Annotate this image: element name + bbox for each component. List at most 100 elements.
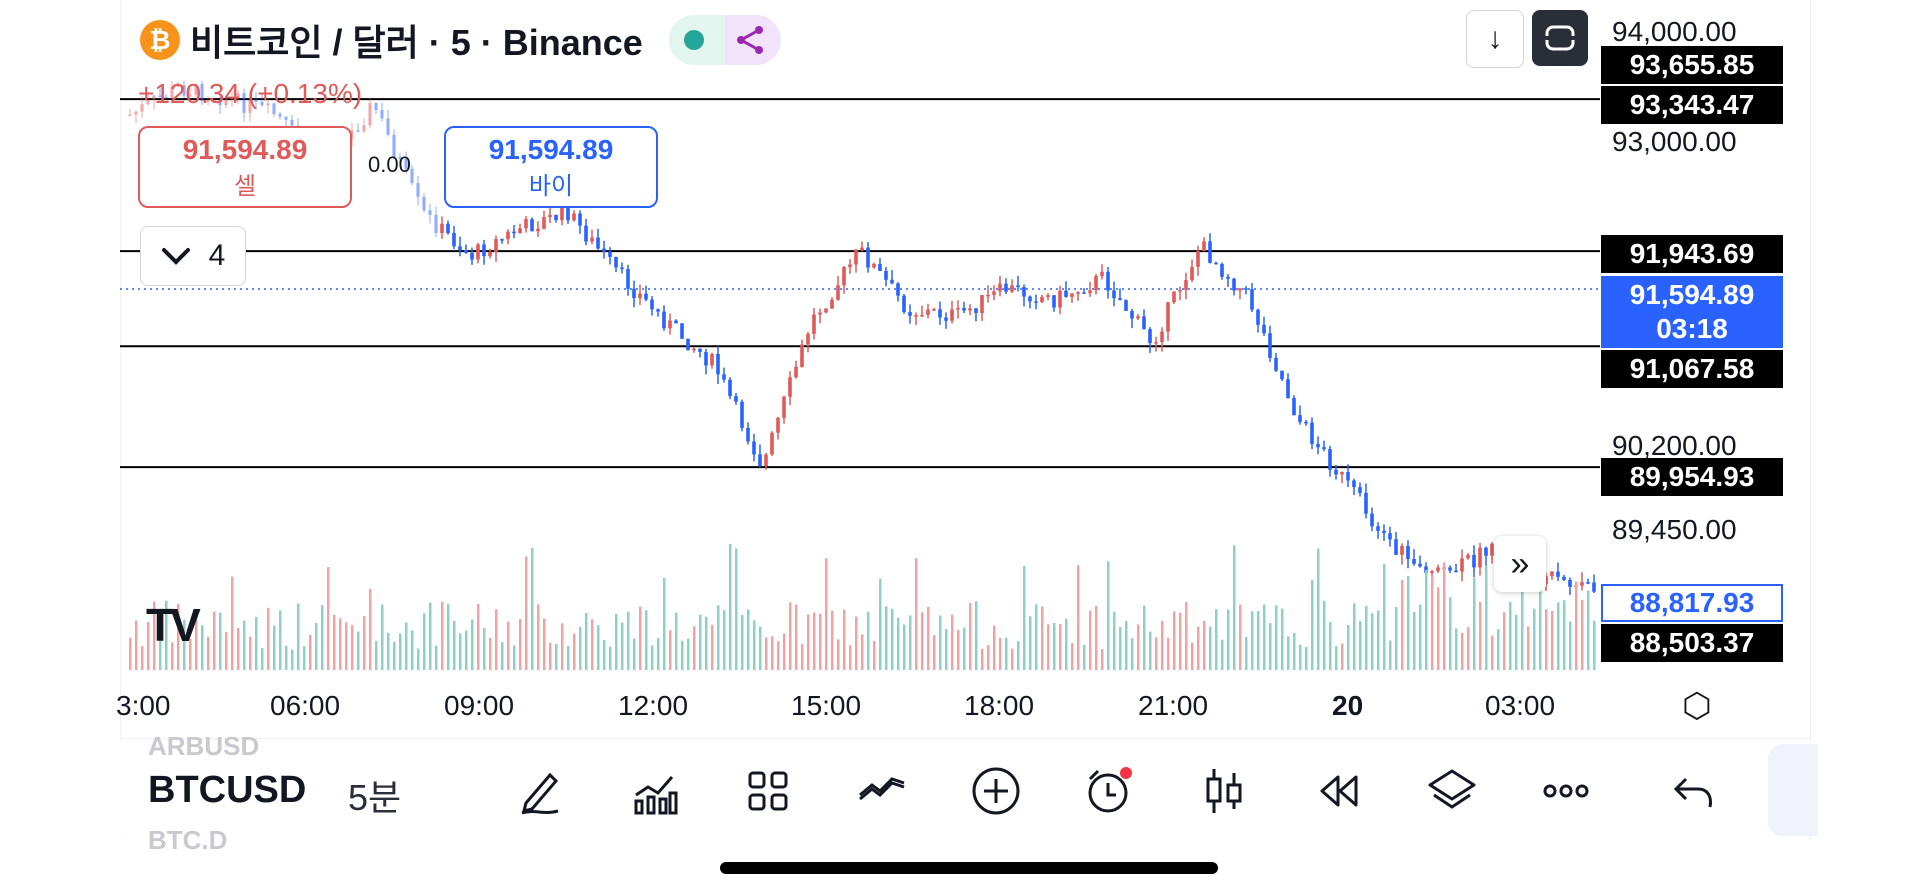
symbol-next[interactable]: BTC.D: [148, 825, 228, 855]
scroll-to-realtime-button[interactable]: »: [1494, 536, 1546, 592]
candle-body: [1364, 492, 1368, 514]
candle-body: [998, 283, 1002, 292]
volume-bar: [1131, 638, 1134, 670]
undo-button[interactable]: [1666, 765, 1722, 817]
level-label[interactable]: 91,943.69: [1601, 235, 1783, 273]
candle-body: [1088, 290, 1092, 294]
volume-bar: [621, 622, 624, 670]
time-label: 09:00: [444, 690, 515, 721]
fullscreen-button[interactable]: [1532, 10, 1588, 66]
volume-bar: [1431, 575, 1434, 670]
volume-bar: [639, 606, 642, 670]
undo-arrow-icon: [1673, 777, 1712, 808]
level-label[interactable]: 93,655.85: [1601, 46, 1783, 84]
volume-bar: [1251, 611, 1254, 670]
outline-price-label[interactable]: 88,817.93: [1601, 584, 1783, 622]
candle-body: [278, 113, 282, 117]
volume-bar: [1197, 626, 1200, 670]
spread-value: 0.00: [368, 152, 411, 177]
volume-bar: [1491, 635, 1494, 670]
volume-bar: [273, 625, 276, 670]
volume-bar: [699, 614, 702, 670]
volume-bar: [1311, 579, 1314, 670]
candle-body: [1052, 295, 1056, 308]
add-button[interactable]: [968, 765, 1024, 817]
level-label[interactable]: 93,343.47: [1601, 86, 1783, 124]
volume-bar: [255, 616, 258, 670]
candle-body: [770, 432, 774, 455]
home-indicator: [720, 862, 1218, 874]
download-button[interactable]: ↓: [1466, 10, 1524, 68]
side-panel-tab[interactable]: [1768, 744, 1818, 836]
interval-selector[interactable]: 5분: [348, 777, 402, 818]
replay-button[interactable]: [1310, 765, 1366, 817]
volume-bar: [1239, 604, 1242, 670]
level-label[interactable]: 88,503.37: [1601, 624, 1783, 662]
volume-bar: [591, 619, 594, 670]
candle-body: [1010, 285, 1014, 292]
candle-body: [596, 237, 600, 249]
chart-settings-icon[interactable]: ⬡: [1682, 687, 1712, 725]
volume-bar: [381, 604, 384, 670]
market-status-pill[interactable]: [668, 15, 781, 65]
buy-button[interactable]: 91,594.89 바이: [444, 126, 658, 208]
object-tree-button[interactable]: [1424, 765, 1480, 817]
candle-body: [968, 308, 972, 311]
more-button[interactable]: [1538, 765, 1594, 817]
symbol-selector[interactable]: BTCUSD: [148, 769, 307, 811]
volume-bar: [153, 601, 156, 670]
candle-body: [518, 228, 522, 234]
candle-body: [206, 100, 210, 102]
level-label[interactable]: 89,954.93: [1601, 458, 1783, 496]
volume-bar: [807, 614, 810, 670]
candle-body: [212, 99, 216, 102]
layouts-button[interactable]: [740, 765, 796, 817]
candle-body: [1196, 251, 1200, 267]
volume-bar: [1365, 606, 1368, 670]
candle-body: [698, 348, 702, 352]
volume-bar: [609, 646, 612, 670]
draw-tool-button[interactable]: [512, 765, 568, 817]
symbol-prev[interactable]: ARBUSD: [148, 731, 260, 761]
candle-body: [380, 110, 384, 119]
pen-icon: [521, 772, 559, 815]
candle-body: [620, 267, 624, 270]
indicators-toggle[interactable]: 4: [140, 226, 246, 286]
candle-body: [536, 228, 540, 232]
level-label[interactable]: 91,067.58: [1601, 350, 1783, 388]
candle-body: [428, 210, 432, 215]
volume-bar: [771, 636, 774, 670]
candle-body: [1190, 266, 1194, 281]
candle-body: [524, 219, 528, 229]
candle-body: [1334, 469, 1338, 475]
compare-lines-icon: [859, 777, 905, 801]
candle-body: [1286, 379, 1290, 399]
volume-bar: [1011, 648, 1014, 670]
candle-body: [842, 267, 846, 286]
chart-type-button[interactable]: [1196, 765, 1252, 817]
sell-label: 셀: [233, 172, 257, 200]
volume-bar: [165, 600, 168, 670]
alert-button[interactable]: [1082, 765, 1138, 817]
candle-body: [506, 231, 510, 240]
volume-bar: [567, 645, 570, 670]
volume-bar: [957, 629, 960, 670]
candle-body: [1340, 472, 1344, 475]
candle-body: [530, 219, 534, 232]
candle-body: [1406, 545, 1410, 559]
candle-body: [218, 99, 222, 106]
volume-bar: [321, 605, 324, 670]
compare-button[interactable]: [854, 765, 910, 817]
candle-body: [734, 396, 738, 402]
volume-bar: [207, 636, 210, 670]
volume-bar: [561, 623, 564, 670]
candle-body: [398, 157, 402, 159]
indicators-button[interactable]: [626, 765, 682, 817]
price-change: +120.34 (+0.13%): [138, 78, 363, 109]
volume-bar: [1521, 567, 1524, 670]
current-price-label[interactable]: 91,594.89 03:18: [1601, 276, 1783, 348]
volume-bar: [879, 578, 882, 670]
sell-button[interactable]: 91,594.89 셀: [138, 126, 352, 208]
symbol-title[interactable]: 비트코인 / 달러 · 5 · Binance: [190, 22, 643, 63]
